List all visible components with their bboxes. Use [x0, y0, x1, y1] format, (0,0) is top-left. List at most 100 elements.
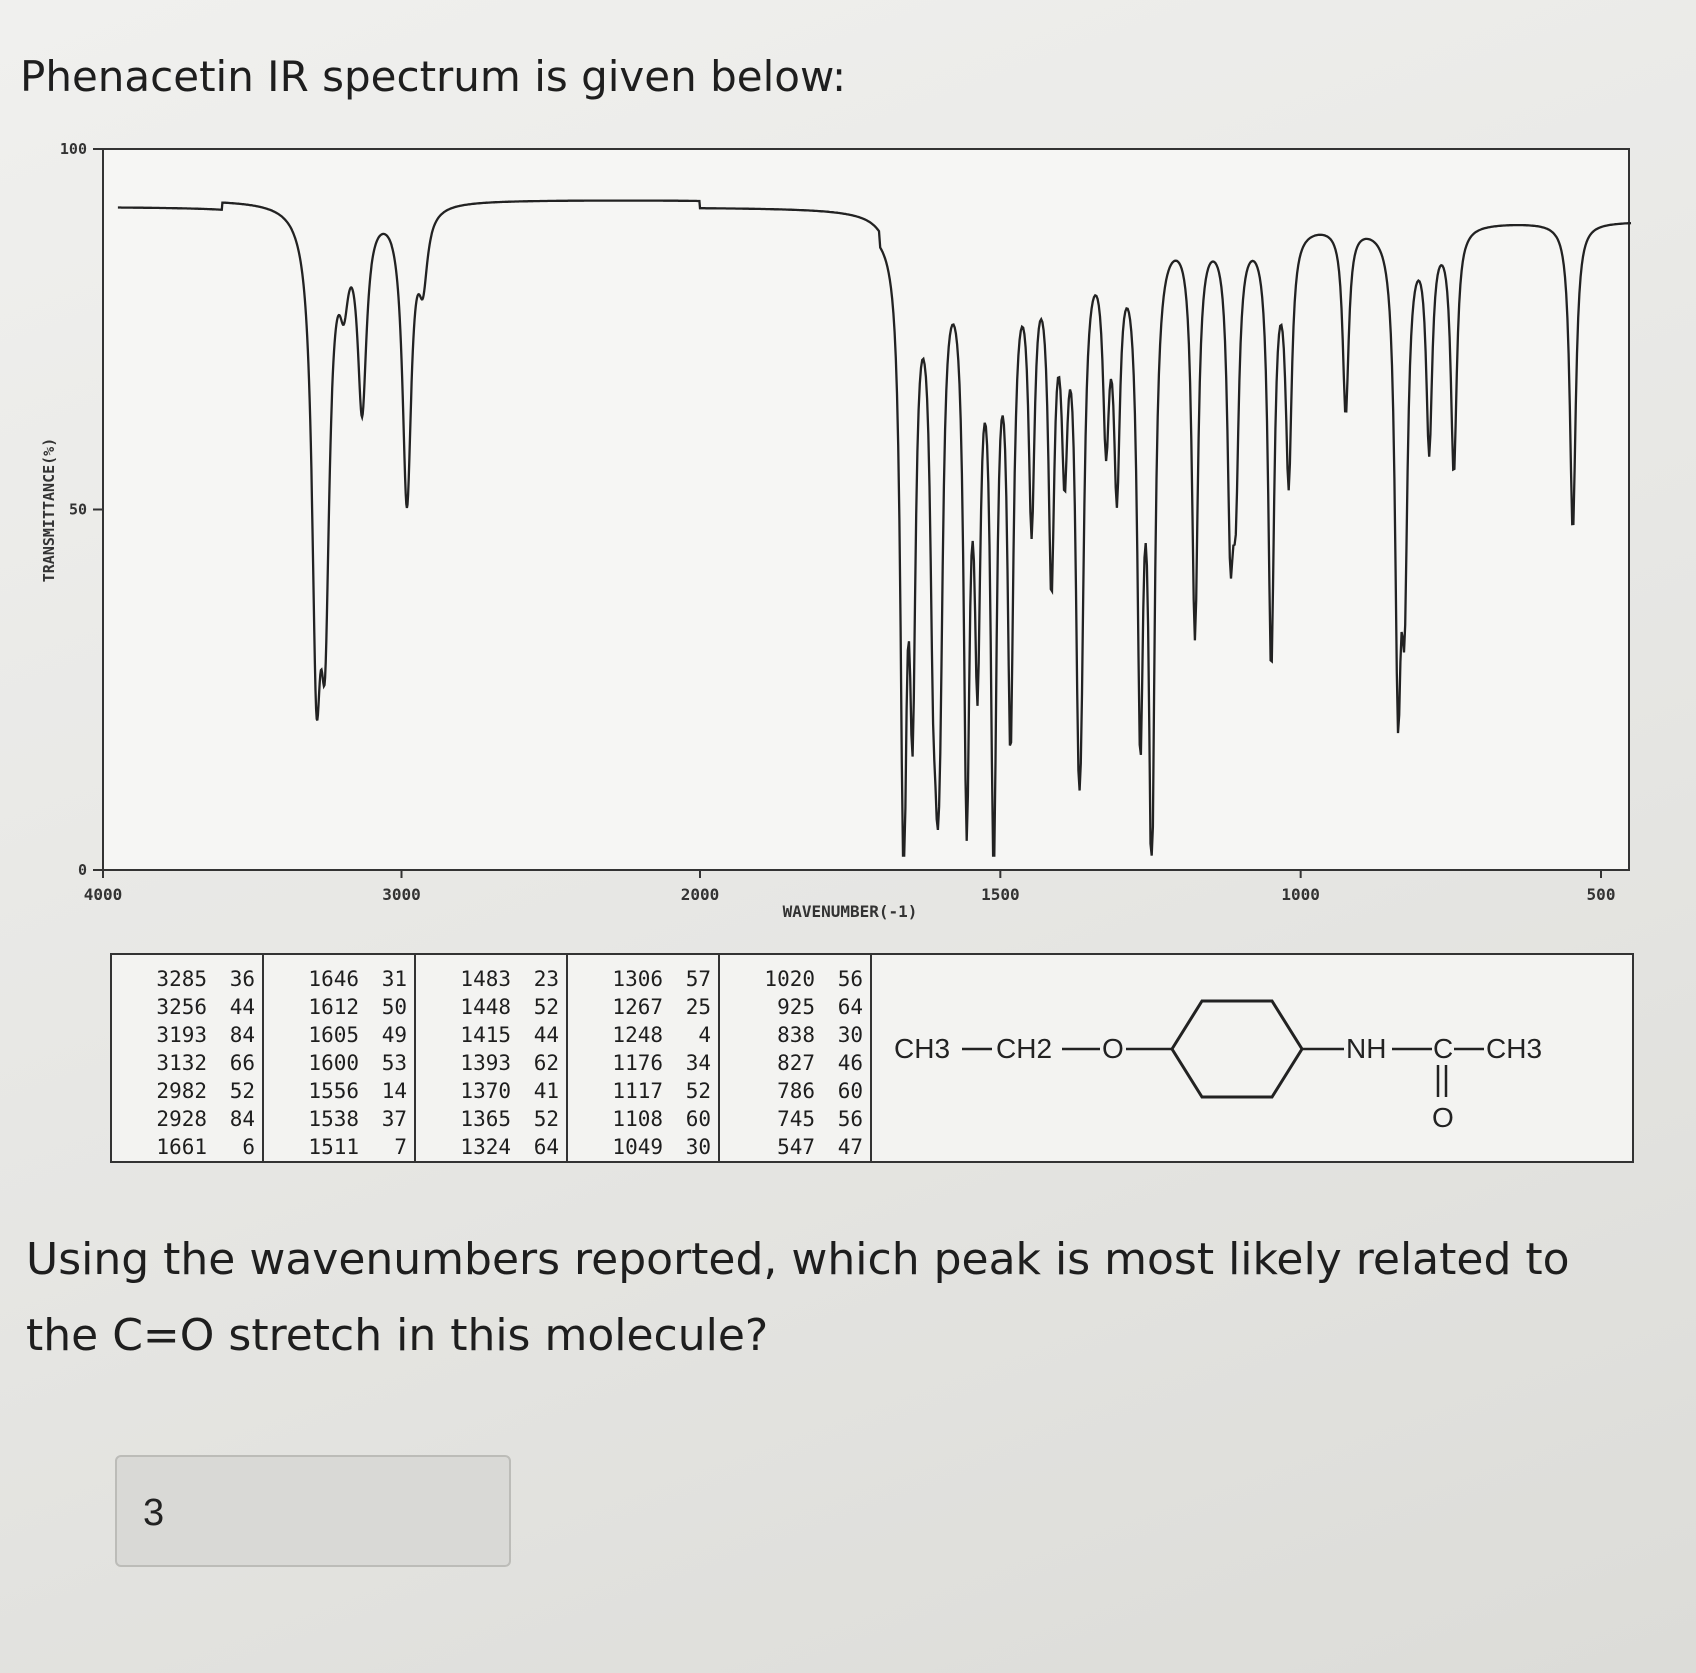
table-row: 1248 4: [568, 1021, 718, 1049]
wavenumber-cell: 1248: [612, 1023, 663, 1047]
table-row: 1511 7: [264, 1133, 414, 1161]
ch2-label: CH2: [996, 1033, 1052, 1064]
wavenumber-cell: 827: [777, 1051, 815, 1075]
wavenumber-cell: 2982: [156, 1079, 207, 1103]
table-row: 1605 49: [264, 1021, 414, 1049]
transmittance-cell: 25: [685, 995, 711, 1019]
table-row: 1370 41: [416, 1077, 566, 1105]
wavenumber-cell: 1612: [308, 995, 359, 1019]
x-tick-label: 4000: [84, 885, 123, 904]
y-tick-label: 100: [60, 140, 87, 158]
wavenumber-cell: 1324: [460, 1135, 511, 1159]
transmittance-cell: 30: [837, 1023, 863, 1047]
transmittance-cell: 60: [685, 1107, 711, 1131]
carbonyl-oxygen-label: O: [1432, 1102, 1454, 1133]
wavenumber-cell: 1661: [156, 1135, 207, 1159]
transmittance-cell: 62: [533, 1051, 559, 1075]
transmittance-cell: 52: [229, 1079, 255, 1103]
table-row: 1049 30: [568, 1133, 718, 1161]
wavenumber-cell: 1483: [460, 967, 511, 991]
transmittance-cell: 31: [381, 967, 407, 991]
wavenumber-cell: 1556: [308, 1079, 359, 1103]
wavenumber-cell: 3285: [156, 967, 207, 991]
x-tick-label: 1500: [981, 885, 1020, 904]
wavenumber-cell: 1306: [612, 967, 663, 991]
table-row: 925 64: [720, 993, 870, 1021]
wavenumber-cell: 2928: [156, 1107, 207, 1131]
ether-oxygen-label: O: [1102, 1033, 1124, 1064]
x-axis-label: WAVENUMBER(-1): [783, 902, 918, 921]
table-row: 1365 52: [416, 1105, 566, 1133]
transmittance-cell: 44: [229, 995, 255, 1019]
transmittance-cell: 37: [381, 1107, 407, 1131]
x-tick-label: 500: [1587, 885, 1616, 904]
table-row: 1483 23: [416, 965, 566, 993]
spectrum-line: [117, 199, 1632, 857]
wavenumber-cell: 1108: [612, 1107, 663, 1131]
x-tick-label: 1000: [1281, 885, 1320, 904]
table-row: 2928 84: [112, 1105, 262, 1133]
x-tick-label: 3000: [382, 885, 421, 904]
table-row: 547 47: [720, 1133, 870, 1161]
transmittance-cell: 4: [698, 1023, 711, 1047]
ch3-left-label: CH3: [894, 1033, 950, 1064]
table-row: 3193 84: [112, 1021, 262, 1049]
transmittance-cell: 53: [381, 1051, 407, 1075]
peak-column-5: 1020 56 925 64 838 30 827 46 786 60 745 56 547…: [720, 955, 872, 1161]
table-row: 1324 64: [416, 1133, 566, 1161]
transmittance-cell: 84: [229, 1107, 255, 1131]
wavenumber-cell: 745: [777, 1107, 815, 1131]
y-axis-label: TRANSMITTANCE(%): [40, 438, 58, 583]
transmittance-cell: 57: [685, 967, 711, 991]
transmittance-cell: 49: [381, 1023, 407, 1047]
carbonyl-carbon-label: C: [1433, 1033, 1453, 1064]
transmittance-cell: 6: [242, 1135, 255, 1159]
table-row: 1600 53: [264, 1049, 414, 1077]
wavenumber-cell: 1049: [612, 1135, 663, 1159]
transmittance-cell: 64: [533, 1135, 559, 1159]
wavenumber-cell: 1020: [764, 967, 815, 991]
y-axis-ticks: 100 50 0: [60, 140, 103, 879]
table-row: 1556 14: [264, 1077, 414, 1105]
table-row: 827 46: [720, 1049, 870, 1077]
table-row: 838 30: [720, 1021, 870, 1049]
table-row: 1176 34: [568, 1049, 718, 1077]
wavenumber-cell: 1365: [460, 1107, 511, 1131]
wavenumber-cell: 1415: [460, 1023, 511, 1047]
table-row: 1612 50: [264, 993, 414, 1021]
table-row: 1117 52: [568, 1077, 718, 1105]
transmittance-cell: 52: [533, 995, 559, 1019]
wavenumber-cell: 1370: [460, 1079, 511, 1103]
wavenumber-cell: 1448: [460, 995, 511, 1019]
transmittance-cell: 36: [229, 967, 255, 991]
transmittance-cell: 41: [533, 1079, 559, 1103]
peak-column-4: 1306 57 1267 25 1248 4 1176 34 1117 52 1108 60…: [568, 955, 720, 1161]
transmittance-cell: 52: [685, 1079, 711, 1103]
table-row: 3285 36: [112, 965, 262, 993]
transmittance-cell: 30: [685, 1135, 711, 1159]
table-row: 1415 44: [416, 1021, 566, 1049]
wavenumber-cell: 1393: [460, 1051, 511, 1075]
nh-label: NH: [1346, 1033, 1386, 1064]
transmittance-cell: 46: [837, 1051, 863, 1075]
transmittance-cell: 52: [533, 1107, 559, 1131]
table-row: 2982 52: [112, 1077, 262, 1105]
wavenumber-cell: 547: [777, 1135, 815, 1159]
transmittance-cell: 34: [685, 1051, 711, 1075]
wavenumber-cell: 1176: [612, 1051, 663, 1075]
peak-column-3: 1483 23 1448 52 1415 44 1393 62 1370 41 1365 5…: [416, 955, 568, 1161]
answer-input[interactable]: 3: [115, 1455, 511, 1567]
ch3-right-label: CH3: [1486, 1033, 1542, 1064]
table-row: 1448 52: [416, 993, 566, 1021]
structure-panel: CH3 CH2 O NH C CH3 O: [872, 955, 1632, 1161]
transmittance-cell: 14: [381, 1079, 407, 1103]
table-row: 745 56: [720, 1105, 870, 1133]
table-row: 1267 25: [568, 993, 718, 1021]
table-row: 1538 37: [264, 1105, 414, 1133]
transmittance-cell: 56: [837, 967, 863, 991]
table-row: 786 60: [720, 1077, 870, 1105]
wavenumber-cell: 1600: [308, 1051, 359, 1075]
table-row: 1393 62: [416, 1049, 566, 1077]
wavenumber-cell: 1511: [308, 1135, 359, 1159]
